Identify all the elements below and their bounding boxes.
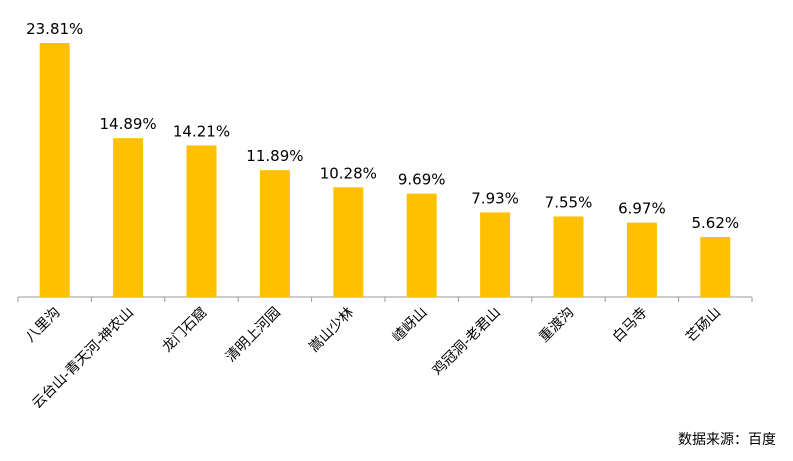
x-tick-label: 鸡冠洞-老君山: [429, 304, 504, 379]
x-tick-label: 嵩山少林: [306, 305, 357, 356]
x-tick-label: 八里沟: [23, 305, 64, 346]
x-tick-label: 清明上河园: [223, 305, 284, 366]
value-label: 23.81%: [26, 20, 83, 38]
value-label: 9.69%: [398, 171, 446, 189]
bar: [406, 193, 437, 297]
x-tick-label: 龙门石窟: [159, 304, 211, 356]
bar: [113, 138, 144, 297]
bar: [553, 216, 584, 297]
bar: [480, 212, 511, 297]
bar: [259, 170, 290, 297]
value-label: 14.89%: [99, 115, 156, 133]
value-label: 5.62%: [691, 214, 739, 232]
value-label: 11.89%: [246, 147, 303, 165]
x-tick-label: 芒砀山: [683, 305, 724, 346]
x-tick-label: 白马寺: [610, 305, 651, 346]
source-note: 数据来源：百度: [678, 432, 776, 448]
bar: [186, 145, 217, 297]
bar: [333, 187, 364, 297]
value-label: 7.93%: [471, 189, 519, 207]
x-tick-label: 重渡沟: [536, 305, 577, 346]
value-label: 10.28%: [320, 164, 377, 182]
value-label: 14.21%: [173, 122, 230, 140]
bar: [700, 237, 731, 297]
value-label: 6.97%: [618, 200, 666, 218]
x-tick-label: 嵖岈山: [390, 305, 431, 346]
value-label: 7.55%: [545, 193, 593, 211]
bar: [626, 222, 657, 297]
bar: [39, 43, 70, 297]
